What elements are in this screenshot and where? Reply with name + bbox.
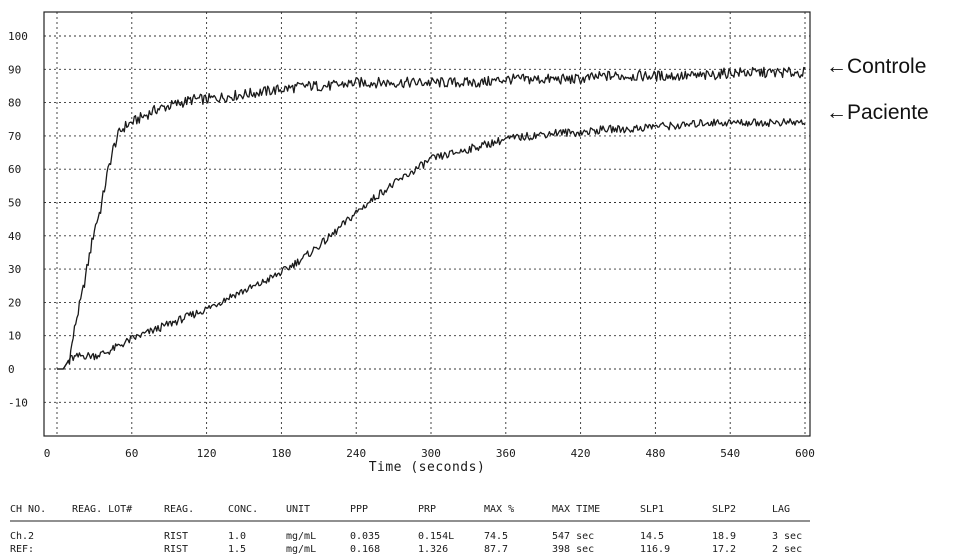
table-cell: 14.5	[640, 531, 664, 542]
series-label-controle: ←Controle	[826, 55, 926, 78]
table-cell: 2 sec	[772, 544, 802, 555]
x-tick-label: 180	[271, 447, 291, 460]
y-tick-label: 30	[8, 263, 21, 276]
series-line-controle	[57, 66, 806, 370]
y-tick-label: 90	[8, 63, 21, 76]
table-cell: 1.0	[228, 531, 246, 542]
table-cell: 18.9	[712, 531, 736, 542]
table-header-cell: SLP2	[712, 504, 736, 515]
table-cell: 0.168	[350, 544, 380, 555]
table-cell: 74.5	[484, 531, 508, 542]
table-cell: REF:	[10, 544, 34, 555]
x-tick-label: 420	[571, 447, 591, 460]
table-cell: 1.326	[418, 544, 448, 555]
y-tick-label: 40	[8, 230, 21, 243]
table-header-cell: MAX TIME	[552, 504, 600, 515]
x-tick-label: 360	[496, 447, 516, 460]
table-header-cell: LAG	[772, 504, 790, 515]
x-axis-ticks: 0 60 120 180 240 300 360 420 480 540 600	[44, 447, 815, 460]
series-label-paciente: ←Paciente	[826, 101, 929, 124]
table-cell: 398 sec	[552, 544, 594, 555]
y-tick-label: 10	[8, 330, 21, 343]
series-layer	[57, 66, 806, 370]
table-cell: 17.2	[712, 544, 736, 555]
x-tick-label: 120	[197, 447, 217, 460]
y-tick-label: 60	[8, 163, 21, 176]
table-cell: Ch.2	[10, 531, 34, 542]
table-cell: RIST	[164, 531, 188, 542]
table-header-cell: CONC.	[228, 504, 258, 515]
x-tick-label: 240	[346, 447, 366, 460]
x-tick-label: 480	[645, 447, 665, 460]
table-cell: 0.154L	[418, 531, 454, 542]
table-header-cell: REAG. LOT#	[72, 504, 132, 515]
table-cell: mg/mL	[286, 531, 316, 542]
y-tick-label: 0	[8, 363, 15, 376]
x-tick-label: 60	[125, 447, 138, 460]
y-tick-label: 20	[8, 296, 21, 309]
table-cell: 0.035	[350, 531, 380, 542]
table-cell: 3 sec	[772, 531, 802, 542]
y-tick-label: 80	[8, 97, 21, 110]
series-line-paciente	[57, 118, 806, 370]
table-cell: 547 sec	[552, 531, 594, 542]
table-cell: 87.7	[484, 544, 508, 555]
grid	[44, 12, 810, 436]
plot-frame	[43, 11, 811, 437]
table-header-cell: PPP	[350, 504, 368, 515]
results-table: CH NO. REAG. LOT# REAG. CONC. UNIT PPP PRP MAX …	[10, 504, 810, 555]
table-header-cell: MAX %	[484, 504, 514, 515]
table-cell: 1.5	[228, 544, 246, 555]
table-header-cell: PRP	[418, 504, 436, 515]
table-header-cell: UNIT	[286, 504, 310, 515]
x-tick-label: 300	[421, 447, 441, 460]
table-header-cell: SLP1	[640, 504, 664, 515]
x-tick-label: 0	[44, 447, 51, 460]
x-axis-title: Time (seconds)	[369, 460, 486, 475]
table-header-cell: CH NO.	[10, 504, 46, 515]
x-tick-label: 540	[720, 447, 740, 460]
y-tick-label: 70	[8, 130, 21, 143]
table-cell: RIST	[164, 544, 188, 555]
y-tick-label: 100	[8, 30, 28, 43]
table-cell: mg/mL	[286, 544, 316, 555]
y-tick-label: 50	[8, 197, 21, 210]
table-header-cell: REAG.	[164, 504, 194, 515]
y-tick-label: -10	[8, 396, 28, 409]
x-tick-label: 600	[795, 447, 815, 460]
table-cell: 116.9	[640, 544, 670, 555]
